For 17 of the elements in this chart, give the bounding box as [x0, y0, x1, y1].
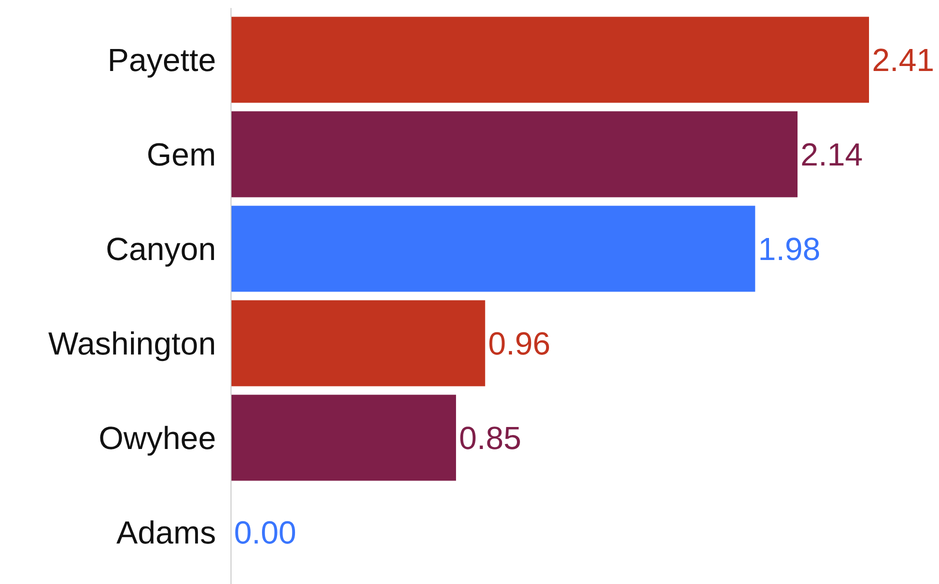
y-tick-label: Owyhee: [98, 420, 216, 456]
bar: [231, 16, 869, 103]
data-label: 2.14: [800, 136, 863, 172]
bar: [231, 300, 486, 386]
data-label: 0.00: [234, 514, 296, 550]
y-tick-label: Canyon: [106, 230, 216, 267]
bar: [231, 206, 756, 292]
data-label: 0.96: [488, 325, 550, 362]
y-tick-label: Payette: [107, 42, 216, 78]
y-tick-label: Gem: [146, 136, 216, 172]
data-label: 0.85: [459, 420, 522, 456]
y-tick-label: Washington: [48, 325, 216, 362]
data-label: 1.98: [758, 230, 820, 267]
bar: [231, 394, 456, 481]
y-tick-label: Adams: [116, 514, 216, 550]
data-label: 2.41: [872, 42, 934, 78]
bar: [231, 111, 798, 198]
